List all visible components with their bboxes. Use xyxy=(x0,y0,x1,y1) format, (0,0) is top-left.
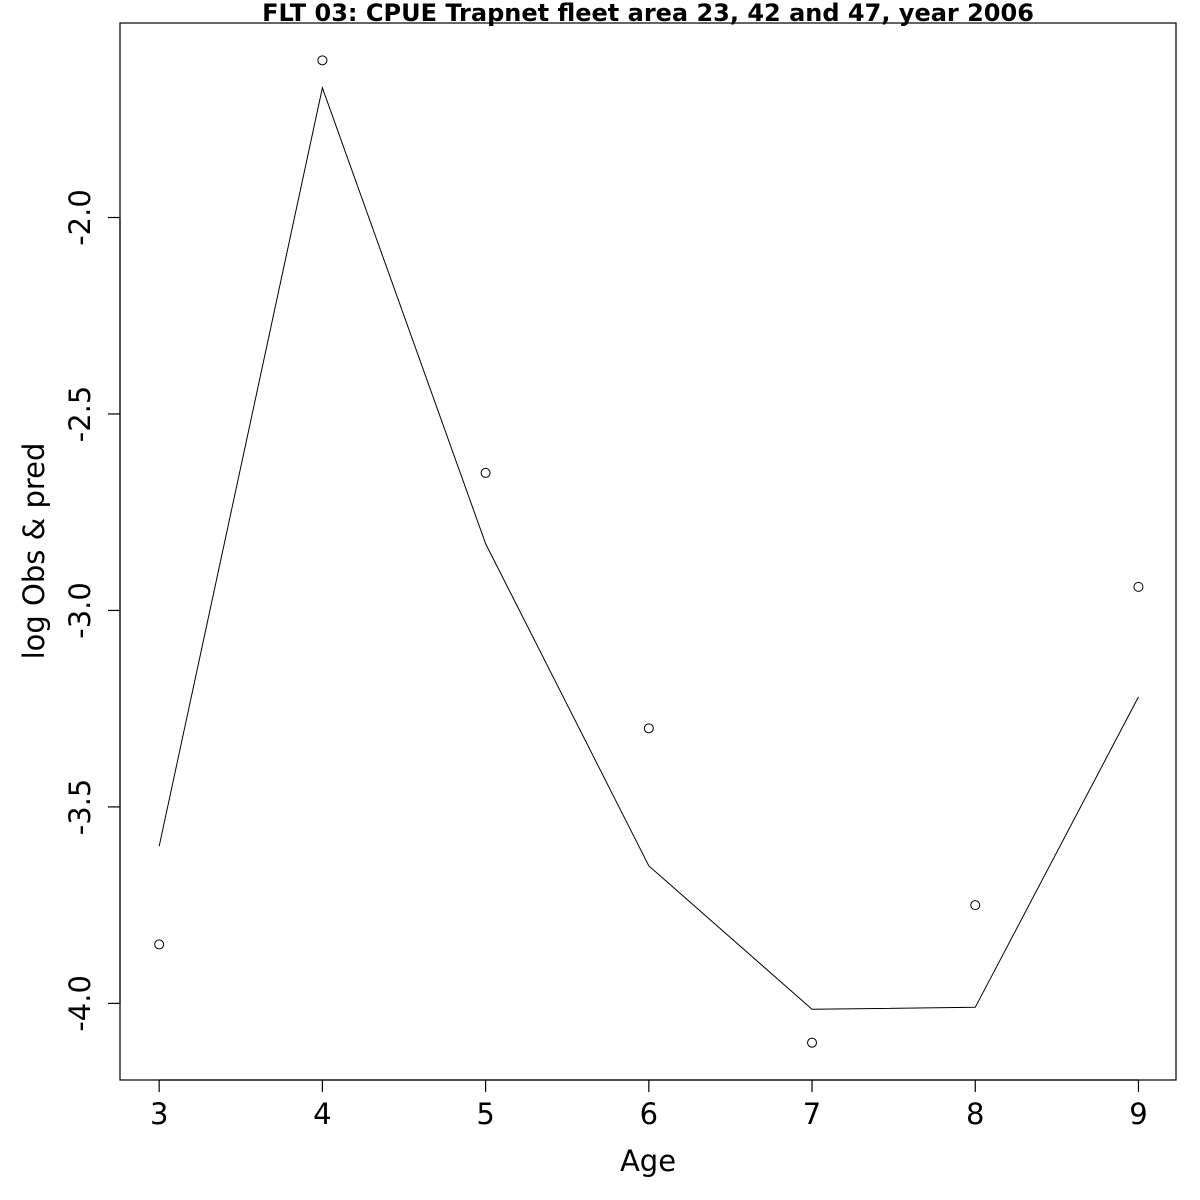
observed-point xyxy=(1133,581,1144,592)
y-tick-label: -3.5 xyxy=(63,779,97,836)
observed-point xyxy=(807,1037,818,1048)
observed-point xyxy=(643,723,654,734)
y-axis: -2.0 -2.5 -3.0 -3.5 -4.0 xyxy=(63,189,121,1032)
x-tick-label: 4 xyxy=(313,1097,331,1131)
x-tick-label: 7 xyxy=(803,1097,821,1131)
y-tick-label: -4.0 xyxy=(63,975,97,1032)
observed-points xyxy=(154,55,1144,1048)
x-tick-label: 8 xyxy=(966,1097,984,1131)
observed-point xyxy=(480,467,491,478)
observed-point xyxy=(317,55,328,66)
y-axis-label: log Obs & pred xyxy=(17,443,51,660)
x-tick-label: 3 xyxy=(150,1097,168,1131)
observed-point xyxy=(970,900,981,911)
y-tick-label: -2.5 xyxy=(63,386,97,443)
x-axis-label: Age xyxy=(620,1144,676,1178)
y-tick-label: -2.0 xyxy=(63,189,97,246)
x-tick-label: 6 xyxy=(640,1097,658,1131)
predicted-line xyxy=(158,86,1139,1010)
x-axis: 3 4 5 6 7 8 9 xyxy=(150,1079,1148,1131)
y-tick-label: -3.0 xyxy=(63,582,97,639)
x-tick-label: 5 xyxy=(476,1097,494,1131)
observed-point xyxy=(154,939,165,950)
x-tick-label: 9 xyxy=(1129,1097,1147,1131)
